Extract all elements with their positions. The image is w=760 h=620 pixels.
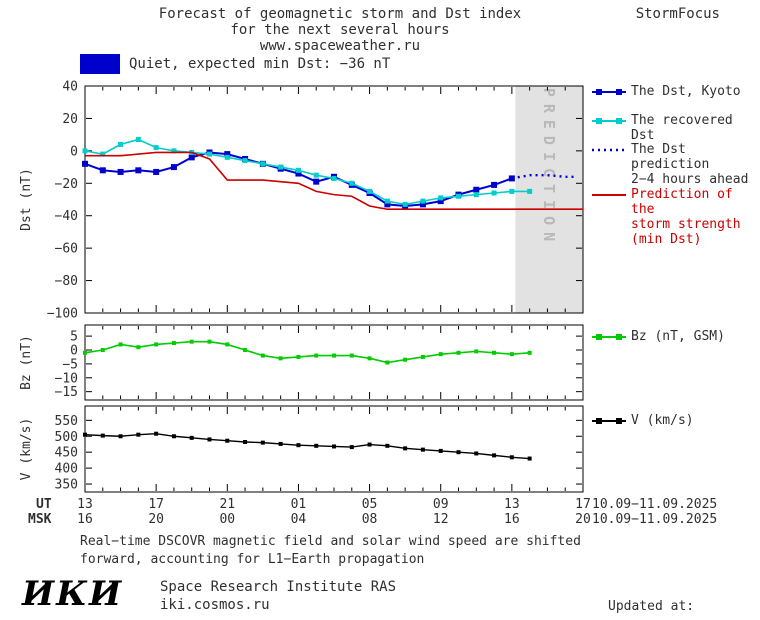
svg-text:0: 0 bbox=[70, 344, 78, 359]
page-title: Forecast of geomagnetic storm and Dst in… bbox=[0, 6, 680, 54]
panel-dst: 40 20 0 −20 −40 −60 −80 −100 Dst (nT) bbox=[19, 80, 584, 322]
legend-label-dst-kyoto: The Dst, Kyoto bbox=[631, 84, 741, 99]
svg-text:500: 500 bbox=[55, 430, 78, 445]
panel-bz: 50−5−10−15 Bz (nT) bbox=[19, 324, 584, 401]
svg-text:17: 17 bbox=[575, 497, 591, 512]
svg-text:−80: −80 bbox=[55, 274, 78, 289]
svg-text:16: 16 bbox=[77, 512, 93, 527]
legend-item-v-wind: V (km/s) bbox=[592, 413, 694, 428]
propagation-note: Real−time DSCOVR magnetic field and sola… bbox=[80, 533, 581, 569]
iki-logo: ИКИ bbox=[22, 574, 124, 614]
svg-text:13: 13 bbox=[504, 497, 520, 512]
title-line-1: Forecast of geomagnetic storm and Dst in… bbox=[158, 6, 522, 22]
updated-info: Updated at: UT 13:05, 11.09.2025 MSK 16:… bbox=[596, 564, 760, 620]
y-axis-label-v: V (km/s) bbox=[19, 418, 34, 481]
legend-item-recovered-dst: The recovered Dst bbox=[592, 113, 760, 143]
status-row: Quiet, expected min Dst: −36 nT bbox=[80, 54, 390, 74]
legend-marker-dst-kyoto bbox=[592, 89, 626, 95]
x-axis-labels: UTMSK1316172021000104050809121316172010.… bbox=[28, 497, 717, 527]
title-line-3: www.spaceweather.ru bbox=[259, 38, 421, 54]
svg-text:21: 21 bbox=[219, 497, 235, 512]
svg-text:04: 04 bbox=[291, 512, 307, 527]
svg-text:20: 20 bbox=[148, 512, 164, 527]
org-name: Space Research Institute RAS bbox=[160, 579, 397, 595]
legend-label-v-wind: V (km/s) bbox=[631, 413, 694, 428]
svg-text:−10: −10 bbox=[55, 371, 78, 386]
svg-text:−5: −5 bbox=[62, 357, 78, 372]
legend-item-dst-kyoto: The Dst, Kyoto bbox=[592, 84, 741, 99]
date-range-msk: 10.09−11.09.2025 bbox=[592, 512, 717, 527]
svg-text:05: 05 bbox=[362, 497, 378, 512]
legend-label-recovered-dst: The recovered Dst bbox=[631, 113, 733, 143]
prediction-band bbox=[515, 86, 583, 313]
y-axis-label-dst: Dst (nT) bbox=[19, 168, 34, 231]
updated-heading: Updated at: bbox=[608, 599, 695, 614]
y-axis-label-bz: Bz (nT) bbox=[19, 335, 34, 390]
legend-item-bz-gsm: Bz (nT, GSM) bbox=[592, 329, 725, 344]
brand-label: StormFocus bbox=[635, 6, 720, 22]
svg-text:−20: −20 bbox=[55, 177, 78, 192]
chart-legend: The Dst, Kyoto The recovered Dst The Dst p… bbox=[592, 0, 760, 520]
svg-text:12: 12 bbox=[433, 512, 449, 527]
ut-axis-label: UT bbox=[36, 497, 52, 512]
legend-marker-storm-strength bbox=[592, 194, 626, 196]
svg-text:16: 16 bbox=[504, 512, 520, 527]
legend-label-bz-gsm: Bz (nT, GSM) bbox=[631, 329, 725, 344]
legend-marker-recovered-dst bbox=[592, 118, 626, 124]
svg-text:09: 09 bbox=[433, 497, 449, 512]
org-info: Space Research Institute RAS iki.cosmos.… bbox=[160, 578, 396, 614]
title-line-2: for the next several hours bbox=[230, 22, 450, 38]
svg-text:−100: −100 bbox=[47, 307, 78, 322]
legend-item-dst-prediction: The Dst prediction 2−4 hours ahead bbox=[592, 142, 760, 187]
prediction-band-label: PREDICTION bbox=[540, 88, 558, 248]
svg-text:−15: −15 bbox=[55, 385, 78, 400]
series-v-wind bbox=[84, 433, 530, 460]
svg-text:40: 40 bbox=[62, 80, 78, 95]
svg-text:00: 00 bbox=[219, 512, 235, 527]
svg-text:17: 17 bbox=[148, 497, 164, 512]
svg-text:0: 0 bbox=[70, 144, 78, 159]
org-site: iki.cosmos.ru bbox=[160, 597, 270, 613]
status-label: Quiet, expected min Dst: −36 nT bbox=[129, 56, 391, 72]
legend-label-dst-prediction: The Dst prediction 2−4 hours ahead bbox=[631, 142, 749, 187]
legend-marker-bz-gsm bbox=[592, 334, 626, 340]
svg-text:550: 550 bbox=[55, 414, 78, 429]
svg-text:350: 350 bbox=[55, 478, 78, 493]
legend-label-storm-strength: Prediction of the storm strength (min Dst) bbox=[631, 187, 741, 247]
legend-marker-dst-prediction bbox=[592, 148, 626, 152]
series-storm-strength bbox=[85, 151, 583, 211]
legend-item-storm-strength: Prediction of the storm strength (min Dst) bbox=[592, 187, 760, 247]
msk-axis-label: MSK bbox=[28, 512, 52, 527]
svg-text:20: 20 bbox=[575, 512, 591, 527]
status-swatch bbox=[80, 54, 120, 74]
legend-marker-v-wind bbox=[592, 418, 626, 424]
svg-text:20: 20 bbox=[62, 112, 78, 127]
series-bz-gsm bbox=[84, 340, 530, 364]
note-line-1: Real−time DSCOVR magnetic field and sola… bbox=[80, 534, 581, 549]
date-range-ut: 10.09−11.09.2025 bbox=[592, 497, 717, 512]
svg-text:−40: −40 bbox=[55, 209, 78, 224]
series-recovered-dst bbox=[84, 138, 530, 206]
series-dst-prediction bbox=[511, 173, 575, 180]
svg-text:400: 400 bbox=[55, 462, 78, 477]
svg-text:5: 5 bbox=[70, 330, 78, 345]
svg-text:13: 13 bbox=[77, 497, 93, 512]
svg-text:−60: −60 bbox=[55, 242, 78, 257]
svg-text:450: 450 bbox=[55, 446, 78, 461]
svg-text:01: 01 bbox=[291, 497, 307, 512]
svg-text:08: 08 bbox=[362, 512, 378, 527]
note-line-2: forward, accounting for L1−Earth propaga… bbox=[80, 552, 425, 567]
